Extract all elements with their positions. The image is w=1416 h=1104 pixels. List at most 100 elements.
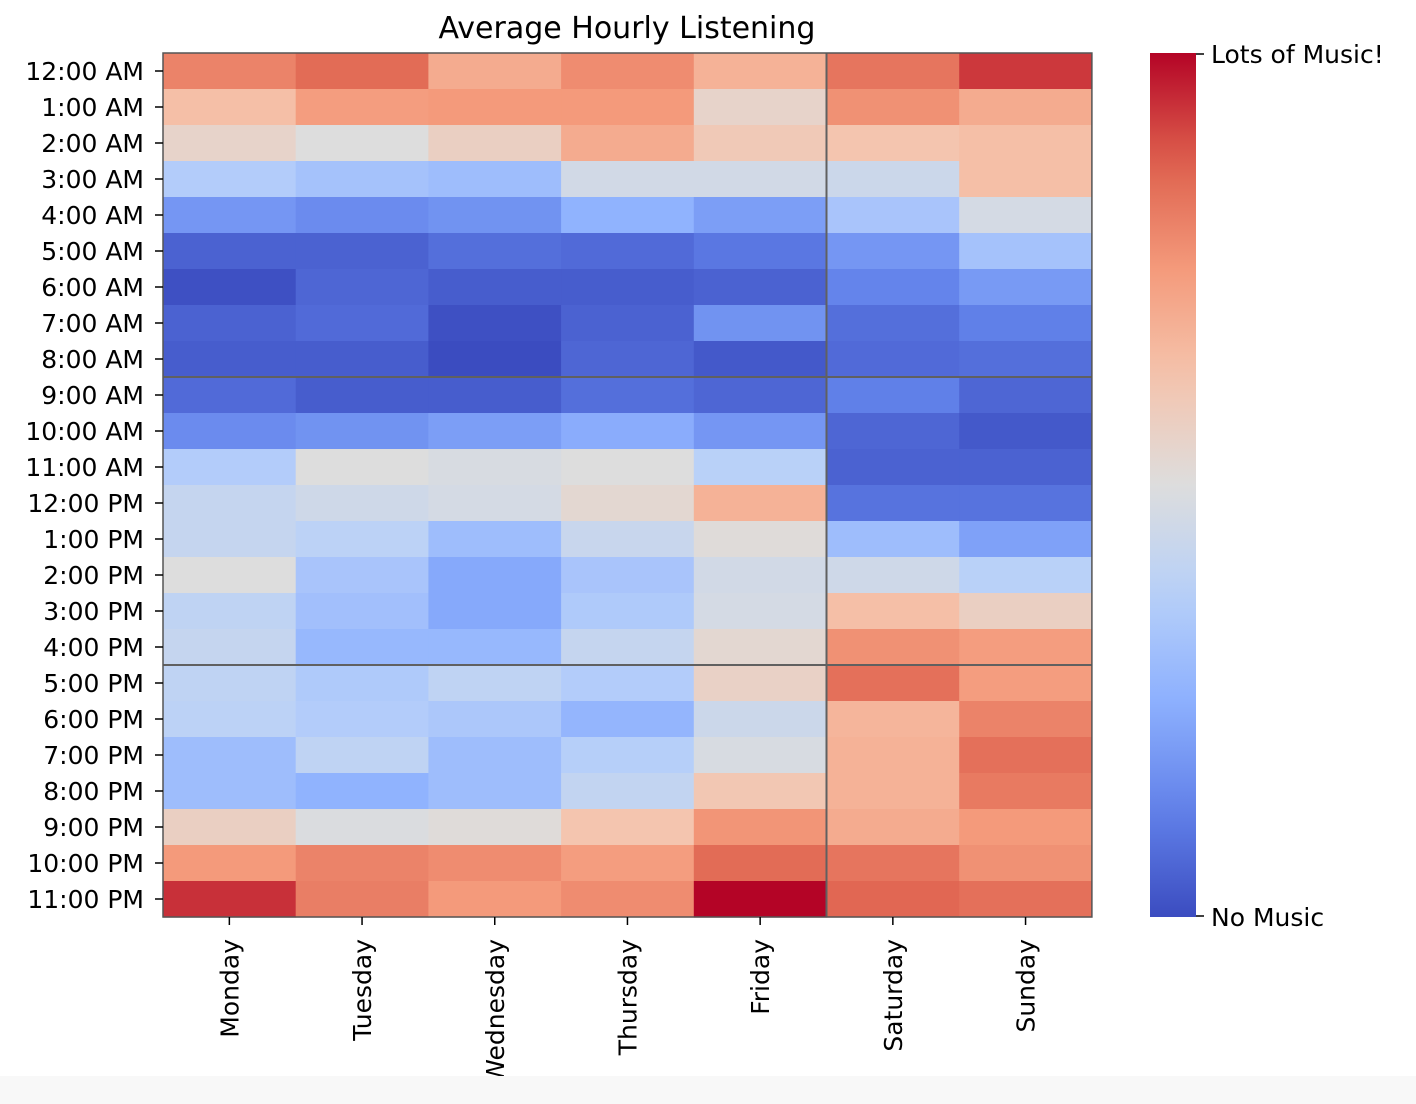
- heatmap-cell: [295, 53, 429, 90]
- heatmap-cell: [826, 89, 960, 126]
- heatmap-cell: [693, 125, 828, 162]
- heatmap-cell: [295, 161, 429, 198]
- heatmap-cell: [826, 197, 960, 234]
- heatmap-cell: [561, 701, 695, 738]
- heatmap-cell: [959, 197, 1093, 234]
- heatmap-cell: [693, 413, 828, 450]
- heatmap-cell: [561, 521, 695, 558]
- heatmap-cell: [163, 845, 297, 882]
- heatmap-cell: [826, 629, 960, 666]
- heatmap-cell: [163, 89, 297, 126]
- heatmap-separators: [163, 53, 1092, 917]
- heatmap-cell: [826, 449, 960, 486]
- heatmap-cell: [428, 665, 562, 702]
- heatmap-cell: [163, 809, 297, 846]
- heatmap-cell: [428, 701, 562, 738]
- heatmap-cell: [693, 377, 828, 414]
- heatmap-cell: [295, 521, 429, 558]
- y-tick-label: 3:00 AM: [41, 165, 144, 194]
- heatmap-cell: [826, 521, 960, 558]
- heatmap-cell: [959, 125, 1093, 162]
- heatmap-cell: [428, 413, 562, 450]
- heatmap-cell: [295, 305, 429, 342]
- x-tick-label: Friday: [746, 939, 775, 1015]
- heatmap-cell: [826, 593, 960, 630]
- heatmap-cell: [163, 881, 297, 918]
- heatmap-cell: [295, 773, 429, 810]
- y-tick-label: 9:00 PM: [43, 813, 144, 842]
- heatmap-cell: [826, 125, 960, 162]
- chart-title: Average Hourly Listening: [439, 11, 816, 46]
- heatmap-cell: [693, 557, 828, 594]
- heatmap-cell: [693, 701, 828, 738]
- heatmap-cell: [295, 737, 429, 774]
- heatmap-cell: [561, 161, 695, 198]
- x-tick-label: Monday: [215, 939, 244, 1038]
- heatmap-cell: [561, 377, 695, 414]
- heatmap-cell: [428, 809, 562, 846]
- x-tick-label: Wednesday: [481, 939, 510, 1076]
- heatmap-cell: [693, 233, 828, 270]
- heatmap-cell: [295, 125, 429, 162]
- heatmap-cell: [428, 773, 562, 810]
- heatmap-cell: [959, 161, 1093, 198]
- heatmap-cell: [959, 89, 1093, 126]
- x-tick-label: Sunday: [1012, 939, 1041, 1033]
- heatmap-cell: [959, 629, 1093, 666]
- heatmap-cell: [295, 89, 429, 126]
- y-tick-label: 11:00 PM: [27, 885, 144, 914]
- heatmap-cell: [561, 809, 695, 846]
- heatmap-cell: [959, 485, 1093, 522]
- heatmap-cell: [428, 53, 562, 90]
- heatmap-cell: [693, 629, 828, 666]
- heatmap-cell: [163, 737, 297, 774]
- heatmap-cell: [561, 485, 695, 522]
- heatmap-cell: [826, 557, 960, 594]
- heatmap-cell: [826, 845, 960, 882]
- y-tick-label: 8:00 PM: [43, 777, 144, 806]
- y-tick-label: 9:00 AM: [41, 381, 144, 410]
- heatmap-cell: [163, 125, 297, 162]
- heatmap-cell: [295, 557, 429, 594]
- heatmap-cell: [295, 269, 429, 306]
- heatmap-cell: [693, 305, 828, 342]
- heatmap-cell: [163, 485, 297, 522]
- heatmap-cell: [561, 881, 695, 918]
- heatmap-cell: [826, 233, 960, 270]
- heatmap-cell: [428, 629, 562, 666]
- heatmap-cell: [163, 53, 297, 90]
- x-tick-label: Saturday: [879, 939, 908, 1052]
- heatmap-cell: [959, 845, 1093, 882]
- heatmap-cell: [693, 449, 828, 486]
- heatmap-cell: [959, 809, 1093, 846]
- heatmap-cell: [428, 89, 562, 126]
- heatmap-cell: [693, 341, 828, 378]
- y-tick-label: 8:00 AM: [41, 345, 144, 374]
- heatmap-cell: [693, 485, 828, 522]
- heatmap-cell: [693, 881, 828, 918]
- heatmap-cell: [826, 485, 960, 522]
- heatmap-cell: [295, 449, 429, 486]
- heatmap-cell: [295, 593, 429, 630]
- heatmap-cell: [826, 161, 960, 198]
- heatmap-cell: [295, 341, 429, 378]
- colorbar-max-label: Lots of Music!: [1211, 40, 1384, 69]
- heatmap-cell: [693, 593, 828, 630]
- heatmap-cell: [561, 305, 695, 342]
- heatmap-cell: [826, 341, 960, 378]
- y-tick-label: 1:00 PM: [43, 525, 144, 554]
- heatmap-cell: [561, 125, 695, 162]
- heatmap-cell: [295, 701, 429, 738]
- heatmap-cell: [428, 161, 562, 198]
- heatmap-cell: [163, 557, 297, 594]
- heatmap-cell: [163, 233, 297, 270]
- heatmap-cell: [826, 701, 960, 738]
- heatmap-cell: [959, 737, 1093, 774]
- heatmap-cell: [959, 305, 1093, 342]
- heatmap-cell: [959, 881, 1093, 918]
- heatmap-cell: [693, 773, 828, 810]
- heatmap-cell: [959, 269, 1093, 306]
- heatmap-cell: [295, 845, 429, 882]
- y-tick-label: 4:00 AM: [41, 201, 144, 230]
- y-tick-label: 12:00 AM: [25, 57, 144, 86]
